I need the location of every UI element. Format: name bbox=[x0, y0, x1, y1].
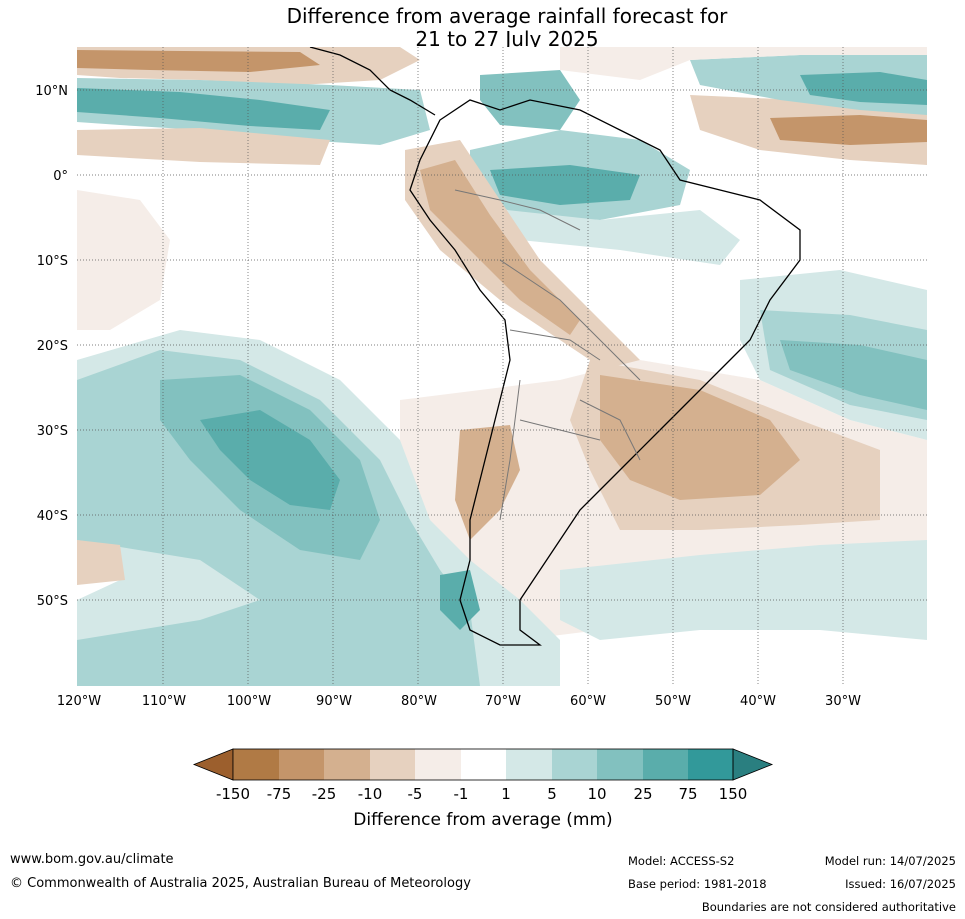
dry-patagonia bbox=[455, 425, 520, 540]
dry-streak-north bbox=[77, 128, 330, 165]
dry-andes-core bbox=[420, 160, 580, 335]
wet-pacific-inner bbox=[200, 410, 340, 510]
colorbar-box bbox=[643, 749, 688, 780]
lat-label: 40°S bbox=[37, 509, 68, 524]
colorbar-tick-labels: -150 -75 -25 -10 -5 -1 1 5 10 25 75 150 bbox=[216, 785, 747, 803]
colorbar-box bbox=[324, 749, 370, 780]
lat-label: 10°N bbox=[35, 84, 68, 99]
colorbar-tick-label: -10 bbox=[358, 785, 383, 803]
map-gridlines bbox=[77, 47, 927, 686]
lon-label: 100°W bbox=[227, 694, 271, 709]
dry-pacific-fringe bbox=[77, 190, 170, 330]
colorbar-box bbox=[597, 749, 643, 780]
wet-atlantic-core bbox=[780, 340, 927, 410]
lon-label: 110°W bbox=[142, 694, 186, 709]
map-title-line-2: 21 to 27 July 2025 bbox=[415, 27, 599, 51]
colorbar-tick-label: 150 bbox=[719, 785, 748, 803]
colorbar-tick-label: 5 bbox=[547, 785, 557, 803]
model-name: Model: ACCESS-S2 bbox=[628, 854, 735, 868]
rainfall-map: 10°N 0° 10°S 20°S 30°S 40°S 50°S 120°W 1… bbox=[35, 47, 927, 830]
lon-label: 90°W bbox=[316, 694, 352, 709]
colorbar bbox=[192, 748, 774, 781]
longitude-labels: 120°W 110°W 100°W 90°W 80°W 70°W 60°W 50… bbox=[57, 694, 861, 709]
colorbar-box bbox=[415, 749, 461, 780]
issued-date: Issued: 16/07/2025 bbox=[845, 877, 956, 891]
colorbar-tick-label: -5 bbox=[408, 785, 423, 803]
colorbar-tick-label: -150 bbox=[216, 785, 250, 803]
colorbar-tick-label: -25 bbox=[312, 785, 337, 803]
dry-fringe-northeast bbox=[560, 47, 927, 80]
wet-amazon-fringe bbox=[460, 205, 740, 265]
colorbar-box bbox=[370, 749, 415, 780]
colorbar-tick-label: -1 bbox=[454, 785, 469, 803]
central-america-coastline bbox=[309, 47, 436, 116]
colorbar-tick-label: 1 bbox=[501, 785, 511, 803]
colorbar-high-extension bbox=[732, 748, 774, 781]
colorbar-box bbox=[506, 749, 552, 780]
dry-core-ne bbox=[770, 115, 927, 145]
lat-label: 30°S bbox=[37, 424, 68, 439]
dry-south-east-core bbox=[600, 375, 800, 500]
lat-label: 0° bbox=[53, 169, 68, 184]
colorbar-box bbox=[461, 749, 506, 780]
base-period: Base period: 1981-2018 bbox=[628, 877, 767, 891]
colorbar-tick-label: 25 bbox=[633, 785, 652, 803]
lat-label: 20°S bbox=[37, 339, 68, 354]
colorbar-box bbox=[552, 749, 597, 780]
wet-core-ne bbox=[800, 72, 927, 105]
colorbar-title: Difference from average (mm) bbox=[353, 810, 612, 830]
lon-label: 60°W bbox=[570, 694, 606, 709]
lon-label: 70°W bbox=[485, 694, 521, 709]
lat-label: 10°S bbox=[37, 254, 68, 269]
lon-label: 40°W bbox=[740, 694, 776, 709]
colorbar-outline bbox=[232, 748, 734, 781]
lon-label: 80°W bbox=[401, 694, 437, 709]
map-title-line-1: Difference from average rainfall forecas… bbox=[286, 4, 728, 28]
wet-south-atlantic bbox=[560, 540, 927, 640]
colorbar-tick-label: -75 bbox=[267, 785, 292, 803]
latitude-labels: 10°N 0° 10°S 20°S 30°S 40°S 50°S bbox=[35, 84, 68, 609]
colorbar-box bbox=[233, 749, 279, 780]
bom-website-link[interactable]: www.bom.gov.au/climate bbox=[10, 852, 174, 867]
copyright-text: © Commonwealth of Australia 2025, Austra… bbox=[10, 876, 471, 891]
boundaries-disclaimer: Boundaries are not considered authoritat… bbox=[701, 900, 956, 914]
model-run-date: Model run: 14/07/2025 bbox=[824, 854, 956, 868]
lat-label: 50°S bbox=[37, 594, 68, 609]
colorbar-box bbox=[688, 749, 733, 780]
colorbar-tick-label: 10 bbox=[587, 785, 606, 803]
colorbar-tick-label: 75 bbox=[678, 785, 697, 803]
lon-label: 30°W bbox=[825, 694, 861, 709]
dry-core-north-west bbox=[77, 50, 320, 72]
colorbar-box bbox=[279, 749, 324, 780]
wet-core-north bbox=[77, 88, 330, 130]
lon-label: 120°W bbox=[57, 694, 101, 709]
colorbar-low-extension bbox=[192, 748, 234, 781]
dry-pacific-sw bbox=[77, 540, 125, 585]
lon-label: 50°W bbox=[655, 694, 691, 709]
